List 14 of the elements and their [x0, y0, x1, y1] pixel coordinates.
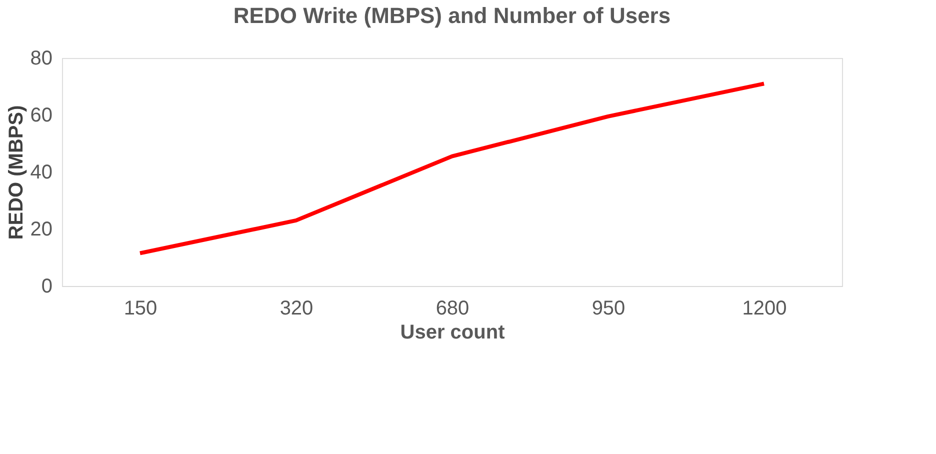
chart-title: REDO Write (MBPS) and Number of Users [233, 3, 671, 28]
x-tick-label: 150 [124, 298, 158, 320]
y-tick-label: 40 [30, 162, 52, 184]
x-tick-label: 320 [280, 298, 314, 320]
x-tick-label: 680 [436, 298, 470, 320]
y-tick-label: 20 [30, 218, 52, 240]
y-tick-label: 0 [41, 276, 52, 298]
x-tick-label: 1200 [742, 298, 787, 320]
y-tick-label: 60 [30, 104, 52, 126]
x-axis-title: User count [400, 322, 506, 344]
y-axis-title: REDO (MBPS) [5, 105, 28, 240]
x-tick-label: 950 [592, 298, 626, 320]
y-tick-label: 80 [30, 48, 52, 70]
line-series [138, 82, 766, 256]
